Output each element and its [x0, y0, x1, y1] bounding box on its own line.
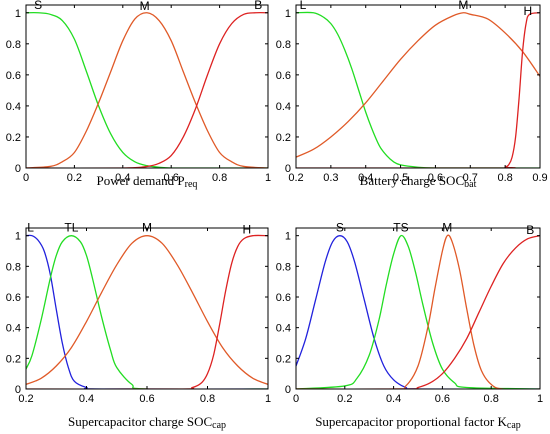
series-line-s — [26, 11, 268, 168]
x-tick-label: 0.8 — [484, 393, 499, 405]
x-tick-label: 0.4 — [79, 393, 94, 405]
series-label-h: H — [242, 223, 251, 237]
x-axis-label-text: Battery charge — [360, 173, 439, 188]
x-tick-label: 0.7 — [463, 172, 478, 184]
y-tick-label: 1 — [285, 231, 291, 243]
y-tick-label: 0.8 — [6, 39, 21, 51]
axes-frame — [25, 4, 269, 169]
chart-panel-3: L TL M H0.2 0.4 0.6 0.8 100.20.40.60.81Supercap… — [6, 221, 271, 431]
y-tick-label: 1 — [15, 231, 21, 243]
series-line-m — [296, 12, 540, 158]
x-axis-label-symbol: SOC — [187, 414, 212, 429]
series-line-h — [296, 12, 540, 168]
x-tick-label: 0.4 — [386, 393, 401, 405]
y-tick-label: 0.6 — [6, 292, 21, 304]
x-tick-label: 0.6 — [428, 172, 443, 184]
series-label-l: L — [300, 0, 307, 12]
x-tick-label: 0.2 — [288, 172, 303, 184]
y-tick-label: 0.4 — [6, 323, 21, 335]
series-label-m: M — [140, 0, 150, 13]
x-axis-label-symbol: SOC — [439, 173, 464, 188]
series-line-m — [26, 235, 268, 386]
chart-panel-4: S TS M B0 0.2 0.4 0.6 0.8 100.20.40.60.81Superca… — [276, 221, 543, 431]
series-line-h — [26, 234, 268, 389]
series-label-h: H — [523, 4, 532, 18]
series-label-m: M — [458, 0, 468, 12]
x-axis-label: Supercapacitor proportional factor Kcap — [315, 414, 521, 431]
x-axis-label-text: Supercapacitor charge — [68, 414, 187, 429]
series-line-s — [296, 235, 540, 389]
x-tick-label: 1 — [265, 393, 271, 405]
x-tick-label: 0.2 — [337, 393, 352, 405]
y-tick-label: 0 — [285, 384, 291, 396]
y-tick-label: 0.8 — [276, 261, 291, 273]
x-axis-label-text: Power demand — [97, 173, 178, 188]
x-tick-label: 0.8 — [212, 172, 227, 184]
series-line-m — [296, 234, 540, 389]
series-line-l — [296, 11, 540, 168]
series-line-tl — [26, 235, 268, 389]
y-tick-label: 0.6 — [276, 70, 291, 82]
axes-frame — [295, 4, 541, 169]
x-tick-label: 1 — [265, 172, 271, 184]
x-tick-label: 0.3 — [323, 172, 338, 184]
y-tick-label: 0.6 — [6, 70, 21, 82]
x-axis-label-symbol: P — [177, 173, 184, 188]
y-tick-label: 0.2 — [276, 132, 291, 144]
chart-panel-2: L M H0.2 0.3 0.4 0.5 0.6 0.7 0.8 0.900.20.40.60.8… — [276, 0, 548, 190]
y-tick-label: 0.2 — [276, 353, 291, 365]
series-line-b — [26, 11, 268, 168]
x-axis-label-symbol: K — [498, 414, 508, 429]
series-line-l — [26, 234, 268, 389]
x-tick-label: 0.2 — [18, 393, 33, 405]
x-axis-label: Supercapacitor charge SOCcap — [68, 414, 226, 431]
x-tick-label: 0 — [293, 393, 299, 405]
y-tick-label: 0.8 — [6, 261, 21, 273]
x-axis-label-subscript: cap — [507, 420, 521, 431]
axes-frame — [295, 227, 541, 390]
x-tick-label: 0.6 — [164, 172, 179, 184]
x-tick-label: 0.2 — [67, 172, 82, 184]
series-line-b — [296, 235, 540, 389]
y-tick-label: 1 — [285, 8, 291, 20]
x-tick-label: 0.8 — [497, 172, 512, 184]
x-tick-label: 0.5 — [393, 172, 408, 184]
series-line-m — [26, 12, 268, 168]
x-axis-label: Power demand Preq — [97, 173, 198, 190]
y-tick-label: 0.2 — [6, 132, 21, 144]
x-axis-label-subscript: req — [185, 179, 198, 190]
x-tick-label: 0 — [23, 172, 29, 184]
y-tick-label: 1 — [15, 8, 21, 20]
y-tick-label: 0.4 — [276, 101, 291, 113]
y-tick-label: 0 — [285, 163, 291, 175]
x-tick-label: 0.8 — [200, 393, 215, 405]
chart-panel-1: S M B 0 0.2 0.4 0.6 0.8 1 0 0.2 0.4 0.6 0.8 1 Power dem… — [6, 0, 271, 190]
x-tick-label: 1 — [537, 393, 543, 405]
x-tick-label: 0.6 — [139, 393, 154, 405]
y-tick-label: 0 — [15, 384, 21, 396]
x-tick-label: 0.4 — [115, 172, 130, 184]
y-tick-label: 0.4 — [276, 323, 291, 335]
y-tick-label: 0.2 — [6, 353, 21, 365]
x-axis-label-subscript: cap — [212, 420, 226, 431]
series-label-b: B — [526, 223, 534, 237]
x-tick-label: 0.9 — [532, 172, 547, 184]
x-tick-label: 0.6 — [435, 393, 450, 405]
series-label-b: B — [254, 0, 262, 12]
y-tick-label: 0.6 — [276, 292, 291, 304]
y-tick-label: 0.8 — [276, 39, 291, 51]
y-tick-label: 0 — [15, 163, 21, 175]
series-line-ts — [296, 234, 540, 389]
x-tick-label: 0.4 — [358, 172, 373, 184]
series-label-s: S — [34, 0, 42, 12]
axes-frame — [25, 227, 269, 390]
y-tick-label: 0.4 — [6, 101, 21, 113]
x-axis-label-text: Supercapacitor proportional factor — [315, 414, 497, 429]
x-axis-label: Battery charge SOCbat — [360, 173, 477, 190]
x-axis-label-subscript: bat — [464, 179, 476, 190]
